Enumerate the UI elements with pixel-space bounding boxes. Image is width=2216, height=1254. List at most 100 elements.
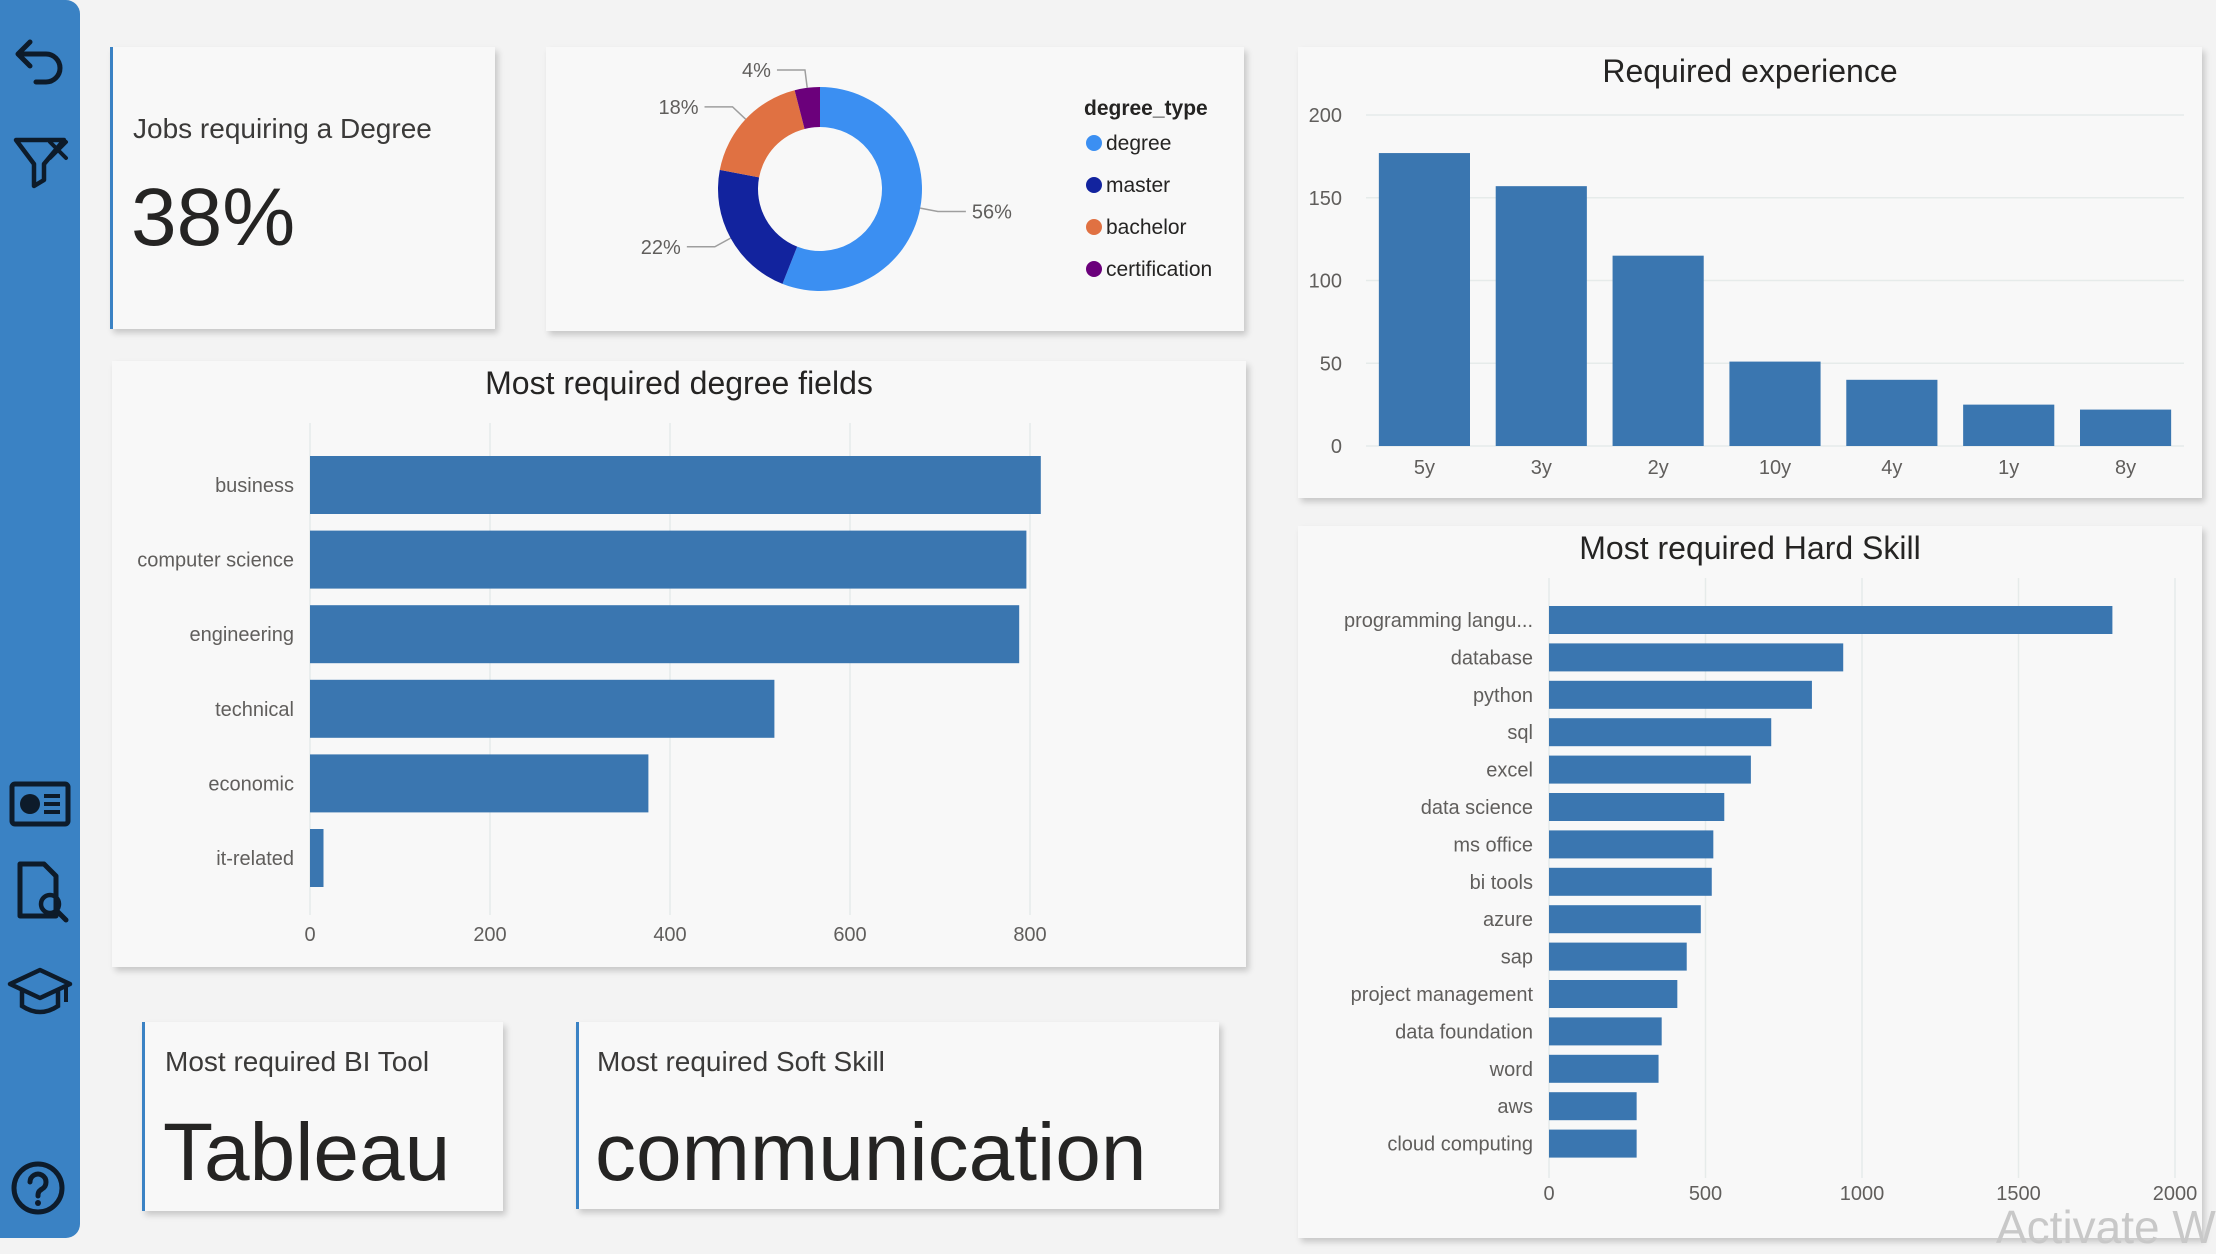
category-label: aws: [1497, 1096, 1533, 1118]
category-label: python: [1473, 685, 1533, 707]
kpi-value: Tableau: [163, 1112, 450, 1194]
x-tick-label: 2y: [1648, 457, 1669, 479]
bar-sap: [1549, 943, 1687, 971]
y-tick-label: 0: [1331, 436, 1342, 458]
filter-icon[interactable]: [6, 128, 74, 196]
legend-item-bachelor: bachelor: [1106, 216, 1187, 239]
bar-3y: [1496, 186, 1587, 446]
back-arrow-icon[interactable]: [6, 28, 74, 96]
category-label: programming langu...: [1344, 610, 1533, 632]
donut-data-label: 18%: [658, 97, 698, 119]
bar-excel: [1549, 756, 1751, 784]
category-label: it-related: [216, 848, 294, 870]
x-tick-label: 2000: [2153, 1183, 2198, 1205]
y-tick-label: 200: [1309, 105, 1342, 127]
bar-technical: [310, 680, 774, 738]
x-tick-label: 8y: [2115, 457, 2136, 479]
donut-data-label: 4%: [742, 60, 771, 82]
bar-database: [1549, 643, 1843, 671]
category-label: sql: [1507, 722, 1533, 744]
sidebar: [0, 0, 80, 1238]
bar-aws: [1549, 1092, 1637, 1120]
kpi-card-bi-tool: Most required BI Tool Tableau: [142, 1022, 503, 1211]
donut-data-label: 22%: [641, 237, 681, 259]
category-label: project management: [1351, 984, 1534, 1006]
bar-4y: [1846, 380, 1937, 446]
bar-project-management: [1549, 980, 1677, 1008]
x-tick-label: 0: [304, 924, 315, 946]
bar-engineering: [310, 605, 1019, 663]
x-tick-label: 200: [473, 924, 506, 946]
bar-cloud-computing: [1549, 1130, 1637, 1158]
category-label: data science: [1421, 797, 1533, 819]
category-label: economic: [208, 773, 294, 795]
legend-marker-certification: [1086, 261, 1102, 277]
category-label: excel: [1486, 760, 1533, 782]
donut-leader-line: [687, 238, 731, 247]
category-label: sap: [1501, 947, 1533, 969]
bar-programming-langu-: [1549, 606, 2112, 634]
category-label: business: [215, 475, 294, 497]
bar-2y: [1613, 256, 1704, 446]
kpi-title: Most required Soft Skill: [597, 1046, 885, 1078]
bar-10y: [1729, 362, 1820, 446]
hard-skill-card: Most required Hard Skill 0 500 1000 1500 200…: [1298, 526, 2202, 1238]
kpi-card-soft-skill: Most required Soft Skill communication: [576, 1022, 1219, 1209]
category-label: bi tools: [1470, 872, 1533, 894]
category-label: cloud computing: [1387, 1134, 1533, 1156]
kpi-title: Jobs requiring a Degree: [133, 113, 432, 145]
donut-slice-master: [718, 170, 797, 284]
x-tick-label: 0: [1543, 1183, 1554, 1205]
category-label: ms office: [1453, 834, 1533, 856]
required-experience-card: Required experience 0 50 100 150 200 5y 3y 2y 10…: [1298, 47, 2202, 498]
x-tick-label: 400: [653, 924, 686, 946]
y-tick-label: 50: [1320, 353, 1342, 375]
bar-data-science: [1549, 793, 1724, 821]
category-label: azure: [1483, 909, 1533, 931]
legend-item-master: master: [1106, 174, 1170, 197]
bar-bi-tools: [1549, 868, 1712, 896]
degree-type-card: 56% 22% 18% 4% degree_type degree master bachel…: [546, 47, 1244, 331]
x-tick-label: 500: [1689, 1183, 1722, 1205]
legend-title: degree_type: [1084, 97, 1208, 120]
category-label: database: [1451, 647, 1533, 669]
kpi-value: communication: [595, 1112, 1146, 1194]
hard-skill-chart: 0 500 1000 1500 2000programming langu...data…: [1298, 526, 2202, 1238]
x-tick-label: 800: [1013, 924, 1046, 946]
category-label: technical: [215, 699, 294, 721]
bar-python: [1549, 681, 1812, 709]
x-tick-label: 3y: [1531, 457, 1552, 479]
y-tick-label: 100: [1309, 271, 1342, 293]
degree-fields-chart: 0 200 400 600 800 business computer science eng…: [112, 361, 1246, 967]
donut-leader-line: [705, 107, 746, 119]
kpi-card-degree: Jobs requiring a Degree 38%: [110, 47, 495, 329]
kpi-title: Most required BI Tool: [165, 1046, 429, 1078]
bar-business: [310, 456, 1041, 514]
y-tick-label: 150: [1309, 188, 1342, 210]
legend-marker-master: [1086, 177, 1102, 193]
bar-ms-office: [1549, 830, 1713, 858]
bar-data-foundation: [1549, 1017, 1662, 1045]
graduation-cap-icon[interactable]: [6, 960, 74, 1028]
help-icon[interactable]: [6, 1152, 74, 1220]
legend-marker-bachelor: [1086, 219, 1102, 235]
category-label: data foundation: [1395, 1021, 1533, 1043]
x-tick-label: 5y: [1414, 457, 1435, 479]
bar-1y: [1963, 405, 2054, 446]
kpi-value: 38%: [131, 177, 295, 259]
bar-5y: [1379, 153, 1470, 446]
id-card-icon[interactable]: [6, 770, 74, 838]
legend-item-certification: certification: [1106, 258, 1212, 281]
donut-leader-line: [777, 70, 807, 88]
category-label: computer science: [137, 550, 294, 572]
document-search-icon[interactable]: [6, 858, 74, 926]
degree-fields-card: Most required degree fields 0 200 400 600 80…: [112, 361, 1246, 967]
category-label: word: [1489, 1059, 1533, 1081]
bar-sql: [1549, 718, 1771, 746]
bar-economic: [310, 754, 648, 812]
chart-title: Most required Hard Skill: [1298, 530, 2202, 567]
bar-8y: [2080, 410, 2171, 446]
donut-slice-bachelor: [720, 90, 805, 177]
chart-title: Most required degree fields: [112, 365, 1246, 402]
